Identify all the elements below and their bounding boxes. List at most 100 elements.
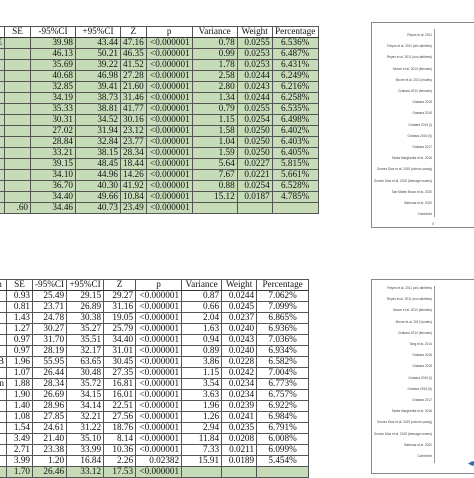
table-cell: 0.97	[6, 345, 33, 357]
table-cell: 0.02382	[135, 455, 183, 467]
study-label: Grabara 2016 (II)	[407, 386, 432, 391]
table-row: 1.90 26.69 34.15 16.01 <0.000001 3.63 0.0234 6.…	[0, 389, 310, 401]
table-cell: 32.85	[30, 81, 76, 93]
study-label: Barbosa et al. 2020	[404, 442, 432, 447]
table-cell: 38.81	[75, 103, 121, 115]
table-cell: 30.27	[31, 323, 68, 335]
table-cell: <0.000001	[145, 59, 193, 71]
table-cell: 0.0211	[221, 444, 258, 456]
table-cell: <0.000001	[145, 202, 193, 214]
table-cell: 6.249%	[271, 70, 319, 82]
table-cell: 1.08	[6, 411, 33, 423]
table-cell: 38.15	[75, 147, 121, 159]
table-cell: 0.0228	[221, 356, 258, 368]
forest-plot-top: Reyes et al. 2011 Reyes et al. 2011 (w/o …	[371, 22, 474, 228]
table-cell: 29.15	[66, 290, 105, 302]
table-row: 1.08 27.85 32.21 27.56 <0.000001 1.26 0.0241 6.…	[0, 411, 310, 423]
table-cell: 24.78	[31, 312, 68, 324]
table-cell: 1.96	[181, 400, 223, 412]
table-cell: 31.16	[103, 301, 137, 313]
table-cell: 32.84	[75, 136, 121, 148]
table-cell: 6.258%	[271, 92, 319, 104]
table-cell	[4, 70, 31, 82]
study-label: Reyes et al. 2011 (non-athletes)	[386, 297, 432, 302]
table-cell: 31.70	[31, 334, 68, 346]
results-table-bottom: n SE -95%CI +95%CI Z p Variance Weight P…	[0, 279, 310, 478]
table-cell: 3.49	[6, 433, 33, 445]
column-header: Variance	[181, 279, 223, 291]
table-cell: 10.36	[103, 444, 137, 456]
table-cell: 31.22	[66, 422, 105, 434]
table-cell: 39.15	[30, 158, 76, 170]
table-cell: 23.38	[31, 444, 68, 456]
column-header: Weight	[236, 26, 273, 38]
table-cell: <0.000001	[135, 400, 183, 412]
table-cell: 27.35	[103, 367, 137, 379]
table-cell: 26.89	[66, 301, 105, 313]
table-row: 34.10 44.96 14.26 <0.000001 7.67 0.0221 5.661%	[0, 169, 319, 181]
table-cell: <0.000001	[145, 147, 193, 159]
table-cell: 39.41	[75, 81, 121, 93]
table-cell: 0.0253	[236, 59, 273, 71]
table-cell: 28.19	[31, 345, 68, 357]
study-label: Grabara 2017	[412, 145, 432, 149]
table-cell: 19.05	[103, 312, 137, 324]
table-cell: 41.92	[120, 180, 147, 192]
study-label: Gomez Diaz et al. 2019 (teenage rowers)	[373, 431, 432, 436]
table-cell: <0.000001	[145, 37, 193, 49]
table-cell: 7.004%	[256, 367, 310, 379]
table-cell: 27.02	[30, 125, 76, 137]
table-row: 46.13 50.21 46.35 <0.000001 0.99 0.0253 6.487%	[0, 48, 319, 60]
column-header: +95%CI	[66, 279, 105, 291]
table-cell: 7.67	[191, 169, 238, 181]
forest-axis	[434, 286, 435, 463]
table-cell: <0.000001	[135, 389, 183, 401]
study-label: Barbosa et al. 2020	[404, 201, 432, 205]
study-label: Grabara 2017	[412, 398, 432, 402]
table-cell: 15.12	[191, 191, 238, 203]
column-header: Z	[103, 279, 137, 291]
column-header: SE	[6, 279, 33, 291]
column-header: SE	[4, 26, 31, 38]
table-row: 32.85 39.41 21.60 <0.000001 2.80 0.0243 6.216%	[0, 81, 319, 93]
table-cell: 6.535%	[271, 103, 319, 115]
table-cell: 1.78	[191, 59, 238, 71]
column-header: p	[145, 26, 193, 38]
table-cell: 0.0208	[221, 433, 258, 445]
table-row: 0.97 28.19 32.17 31.01 <0.000001 0.89 0.0240 6.…	[0, 345, 310, 357]
table-cell: <0.000001	[135, 444, 183, 456]
table-cell: 34.40	[30, 191, 76, 203]
table-cell: 0.78	[191, 37, 238, 49]
table-cell: 1.63	[181, 323, 223, 335]
table-cell: 0.0254	[236, 180, 273, 192]
table-cell: 28.34	[120, 147, 147, 159]
table-cell: 39.98	[30, 37, 76, 49]
table-cell: 30.16	[120, 114, 147, 126]
table-cell: 34.10	[30, 169, 76, 181]
table-cell	[4, 59, 31, 71]
table-cell: <0.000001	[135, 334, 183, 346]
table-cell: 16.01	[103, 389, 137, 401]
column-header: -95%CI	[31, 279, 68, 291]
table-cell: 4.785%	[271, 191, 319, 203]
table-cell: <0.000001	[135, 433, 183, 445]
study-label: Combined	[417, 454, 432, 458]
table-cell: 11.84	[181, 433, 223, 445]
table-row: 35.69 39.22 41.52 <0.000001 1.78 0.0253 6.431%	[0, 59, 319, 71]
table-cell: 23.77	[120, 136, 147, 148]
table-row: 1.27 30.27 35.27 25.79 <0.000001 1.63 0.0240 6.…	[0, 323, 310, 335]
table-cell: 39.22	[75, 59, 121, 71]
table-cell: 5.815%	[271, 158, 319, 170]
table-row: 2.71 23.38 33.99 10.36 <0.000001 7.33 0.0211 6.…	[0, 444, 310, 456]
table-cell: 0.0242	[221, 367, 258, 379]
column-header: Percentage	[256, 279, 310, 291]
study-label: Grabara 2016 (II)	[407, 133, 432, 138]
table-cell: 1.54	[6, 422, 33, 434]
table-cell: 28.96	[31, 400, 68, 412]
forest-axis	[434, 29, 435, 217]
table-cell: 35.51	[66, 334, 105, 346]
table-cell: 24.61	[31, 422, 68, 434]
table-cell: 0.0255	[236, 103, 273, 115]
table-cell: 16.81	[103, 378, 137, 390]
table-cell: 34.15	[66, 389, 105, 401]
